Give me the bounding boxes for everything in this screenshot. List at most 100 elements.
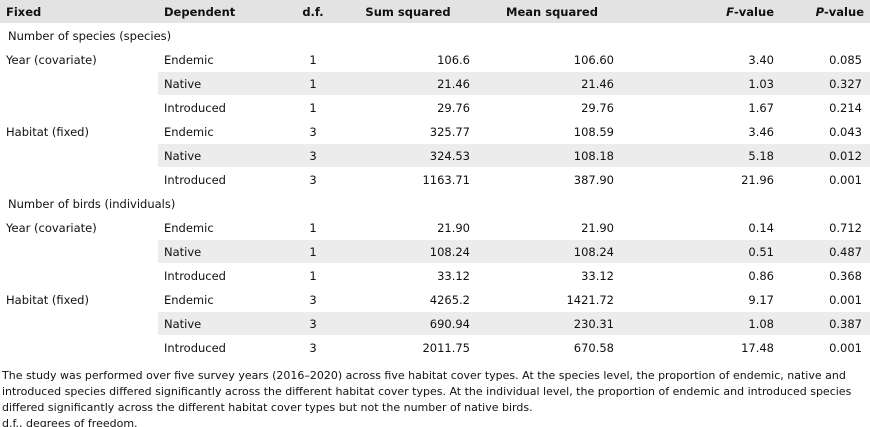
data-row: Habitat (fixed) Endemic 3 325.77 108.59 3.46 0… (0, 119, 870, 144)
empty-cell (0, 311, 158, 336)
cell: Endemic (158, 119, 290, 144)
cell: 21.90 (336, 215, 480, 240)
cell: 106.6 (336, 47, 480, 72)
empty-cell (0, 263, 158, 288)
cell: 0.712 (780, 215, 870, 240)
cell: 670.58 (480, 335, 624, 360)
column-header: Mean squared (480, 0, 624, 24)
cell: 2011.75 (336, 335, 480, 360)
footnote: The study was performed over five survey… (2, 369, 852, 414)
cell: 108.59 (480, 119, 624, 144)
fixed-label: Year (covariate) (0, 47, 158, 72)
data-row: Year (covariate) Endemic 1 106.6 106.60 3.40 0… (0, 47, 870, 72)
cell: 0.51 (624, 239, 780, 264)
cell: 3 (290, 287, 336, 312)
cell: 0.043 (780, 119, 870, 144)
column-header: d.f. (290, 0, 336, 24)
data-row: Native 1 21.46 21.46 1.03 0.327 (0, 71, 870, 96)
empty-cell (0, 167, 158, 192)
data-row: Native 1 108.24 108.24 0.51 0.487 (0, 239, 870, 264)
empty-cell (0, 335, 158, 360)
cell: 0.001 (780, 167, 870, 192)
cell: 1 (290, 215, 336, 240)
empty-cell (0, 239, 158, 264)
section-row: Number of birds (individuals) (0, 191, 870, 216)
cell: Endemic (158, 215, 290, 240)
table-body: Number of species (species) Year (covaria… (0, 23, 870, 360)
cell: 3 (290, 119, 336, 144)
cell: 3 (290, 167, 336, 192)
data-row: Habitat (fixed) Endemic 3 4265.2 1421.72 9.17… (0, 287, 870, 312)
cell: 1 (290, 47, 336, 72)
cell: 0.327 (780, 71, 870, 96)
column-header: Dependent (158, 0, 290, 24)
cell: 0.368 (780, 263, 870, 288)
cell: 0.085 (780, 47, 870, 72)
cell: 1.03 (624, 71, 780, 96)
cell: Native (158, 311, 290, 336)
cell: 21.90 (480, 215, 624, 240)
cell: Endemic (158, 287, 290, 312)
cell: 3 (290, 143, 336, 168)
cell: 0.214 (780, 95, 870, 120)
cell: 3.40 (624, 47, 780, 72)
data-row: Introduced 3 2011.75 670.58 17.48 0.001 (0, 335, 870, 360)
cell: 3 (290, 311, 336, 336)
cell: 1 (290, 239, 336, 264)
cell: 325.77 (336, 119, 480, 144)
empty-cell (0, 71, 158, 96)
cell: 17.48 (624, 335, 780, 360)
fixed-label: Habitat (fixed) (0, 119, 158, 144)
data-row: Introduced 1 29.76 29.76 1.67 0.214 (0, 95, 870, 120)
cell: 9.17 (624, 287, 780, 312)
cell: Native (158, 143, 290, 168)
column-header: P-value (780, 0, 870, 24)
cell: 1 (290, 71, 336, 96)
column-header: Fixed (0, 0, 158, 24)
table-header: Fixed Dependent d.f. Sum squared Mean square… (0, 0, 870, 24)
empty-cell (0, 143, 158, 168)
cell: 0.86 (624, 263, 780, 288)
fixed-label: Year (covariate) (0, 215, 158, 240)
cell: 29.76 (480, 95, 624, 120)
column-header: Sum squared (336, 0, 480, 24)
cell: 230.31 (480, 311, 624, 336)
anova-table: Fixed Dependent d.f. Sum squared Mean square… (0, 0, 870, 360)
footnotes: The study was performed over five survey… (0, 360, 866, 427)
column-header: F-value (624, 0, 780, 24)
section-title: Number of birds (individuals) (0, 191, 870, 216)
cell: 108.18 (480, 143, 624, 168)
cell: Introduced (158, 167, 290, 192)
cell: 1 (290, 95, 336, 120)
cell: 1163.71 (336, 167, 480, 192)
cell: 0.001 (780, 287, 870, 312)
footnote: d.f., degrees of freedom. (2, 417, 138, 427)
cell: Native (158, 239, 290, 264)
cell: 324.53 (336, 143, 480, 168)
section-row: Number of species (species) (0, 23, 870, 48)
cell: 387.90 (480, 167, 624, 192)
cell: 33.12 (336, 263, 480, 288)
cell: Introduced (158, 335, 290, 360)
cell: 108.24 (336, 239, 480, 264)
cell: 1.08 (624, 311, 780, 336)
cell: Endemic (158, 47, 290, 72)
data-row: Year (covariate) Endemic 1 21.90 21.90 0.14 0.… (0, 215, 870, 240)
cell: 106.60 (480, 47, 624, 72)
cell: Native (158, 71, 290, 96)
cell: Introduced (158, 263, 290, 288)
fixed-label: Habitat (fixed) (0, 287, 158, 312)
cell: 0.487 (780, 239, 870, 264)
cell: 29.76 (336, 95, 480, 120)
cell: 690.94 (336, 311, 480, 336)
cell: 33.12 (480, 263, 624, 288)
cell: 1 (290, 263, 336, 288)
data-row: Native 3 324.53 108.18 5.18 0.012 (0, 143, 870, 168)
cell: 3 (290, 335, 336, 360)
cell: 108.24 (480, 239, 624, 264)
cell: 21.96 (624, 167, 780, 192)
cell: 21.46 (480, 71, 624, 96)
cell: Introduced (158, 95, 290, 120)
cell: 0.001 (780, 335, 870, 360)
